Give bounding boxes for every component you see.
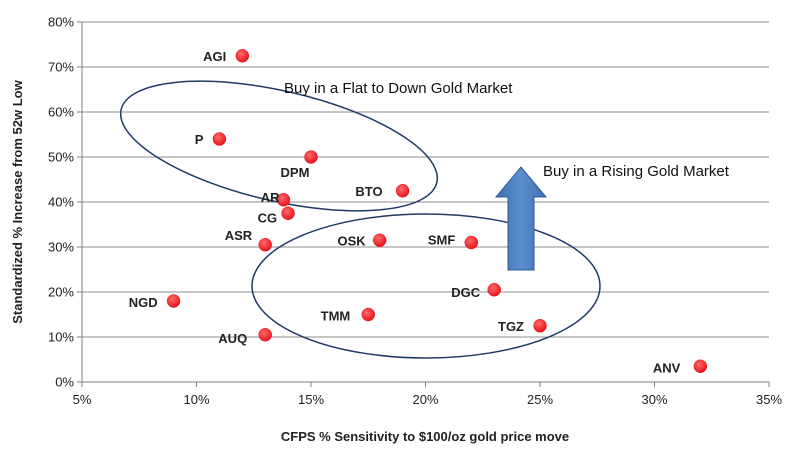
data-label-asr: ASR bbox=[225, 228, 253, 243]
x-tick-label-15: 15% bbox=[298, 392, 324, 407]
data-point-tmm bbox=[361, 307, 375, 322]
x-tick-label-5: 5% bbox=[73, 392, 92, 407]
data-point-bto bbox=[395, 184, 410, 198]
grid-lines bbox=[82, 21, 769, 338]
data-label-smf: SMF bbox=[428, 233, 456, 248]
y-tick-labels: 0% 10% 20% 30% 40% 50% 60% 70% 80% bbox=[48, 15, 74, 390]
data-point-dgc bbox=[487, 283, 501, 297]
y-tick-label-0: 0% bbox=[55, 375, 74, 390]
y-tick-label-70: 70% bbox=[48, 60, 74, 75]
annotation-rising-market: Buy in a Rising Gold Market bbox=[543, 163, 730, 180]
data-label-tmm: TMM bbox=[321, 309, 351, 324]
x-tick-label-30: 30% bbox=[641, 392, 667, 407]
y-axis-title: Standardized % Increase from 52w Low bbox=[10, 79, 25, 323]
y-tick-label-10: 10% bbox=[48, 330, 74, 345]
x-tick-labels: 5% 10% 15% 20% 25% 30% 35% bbox=[73, 392, 783, 407]
data-label-bto: BTO bbox=[355, 184, 382, 199]
data-label-cg: CG bbox=[258, 210, 278, 225]
data-label-agi: AGI bbox=[203, 49, 226, 64]
y-tick-label-40: 40% bbox=[48, 195, 74, 210]
data-point-asr bbox=[258, 238, 272, 252]
x-tick-label-35: 35% bbox=[756, 392, 782, 407]
data-point-p bbox=[212, 132, 227, 146]
axes bbox=[77, 21, 770, 387]
rising-market-ellipse bbox=[251, 213, 601, 359]
x-tick-label-10: 10% bbox=[183, 392, 209, 407]
y-tick-label-60: 60% bbox=[48, 105, 74, 120]
data-point-agi bbox=[235, 49, 250, 63]
data-label-tgz: TGZ bbox=[498, 319, 524, 334]
data-point-tgz bbox=[533, 319, 547, 333]
y-tick-label-80: 80% bbox=[48, 15, 74, 30]
data-point-osk bbox=[372, 233, 387, 247]
data-point-ar bbox=[276, 193, 291, 207]
data-label-dgc: DGC bbox=[451, 285, 481, 300]
x-tick-label-20: 20% bbox=[412, 392, 438, 407]
x-axis-title: CFPS % Sensitivity to $100/oz gold price… bbox=[281, 429, 569, 444]
y-tick-label-50: 50% bbox=[48, 150, 74, 165]
data-point-auq bbox=[258, 328, 272, 342]
data-point-dpm bbox=[304, 150, 318, 164]
data-label-p: P bbox=[195, 132, 204, 147]
y-tick-label-30: 30% bbox=[48, 240, 74, 255]
data-label-anv: ANV bbox=[653, 360, 681, 375]
data-label-osk: OSK bbox=[338, 233, 367, 248]
data-points bbox=[166, 49, 708, 373]
y-tick-label-20: 20% bbox=[48, 285, 74, 300]
data-point-anv bbox=[693, 359, 708, 373]
data-label-ar: AR bbox=[261, 190, 280, 205]
data-point-cg bbox=[281, 206, 295, 220]
data-label-auq: AUQ bbox=[218, 331, 247, 346]
x-tick-label-25: 25% bbox=[527, 392, 553, 407]
up-arrow-icon bbox=[494, 166, 548, 271]
data-point-smf bbox=[464, 235, 479, 250]
flat-market-ellipse bbox=[119, 80, 439, 212]
data-label-dpm: DPM bbox=[281, 165, 310, 180]
annotation-flat-market: Buy in a Flat to Down Gold Market bbox=[284, 80, 513, 97]
data-label-ngd: NGD bbox=[129, 295, 158, 310]
data-point-ngd bbox=[166, 294, 181, 308]
